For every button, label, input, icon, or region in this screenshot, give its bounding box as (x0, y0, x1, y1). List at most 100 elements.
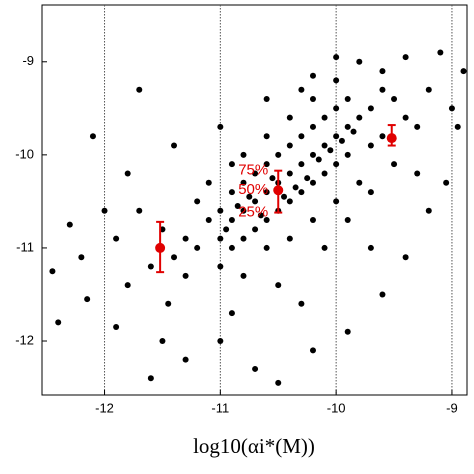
scatter-point (124, 282, 131, 289)
scatter-point (425, 86, 432, 93)
scatter-point (304, 175, 311, 182)
scatter-point (344, 151, 351, 158)
scatter-point (217, 235, 224, 242)
scatter-point (246, 193, 253, 200)
scatter-point (113, 235, 120, 242)
scatter-point (344, 328, 351, 335)
scatter-point (309, 151, 316, 158)
scatter-point (252, 170, 259, 177)
scatter-point (333, 198, 340, 205)
scatter-point (437, 49, 444, 56)
scatter-point (49, 268, 56, 275)
scatter-point (298, 86, 305, 93)
scatter-point (136, 86, 143, 93)
scatter-point (113, 324, 120, 331)
scatter-point (379, 291, 386, 298)
scatter-point (298, 189, 305, 196)
scatter-point (315, 156, 322, 163)
scatter-point (275, 282, 282, 289)
scatter-point (101, 207, 108, 214)
scatter-point (298, 133, 305, 140)
scatter-point (182, 272, 189, 279)
scatter-point (379, 86, 386, 93)
scatter-point (292, 184, 299, 191)
annotation: 50% (238, 181, 268, 198)
scatter-point (194, 198, 201, 205)
scatter-point (286, 170, 293, 177)
scatter-point (333, 77, 340, 84)
scatter-point (321, 170, 328, 177)
scatter-point (263, 189, 270, 196)
scatter-point (66, 221, 73, 228)
scatter-point (217, 263, 224, 270)
scatter-point (321, 114, 328, 121)
scatter-point (217, 207, 224, 214)
scatter-point (252, 226, 259, 233)
scatter-point (402, 54, 409, 61)
scatter-point (171, 142, 178, 149)
scatter-point (228, 310, 235, 317)
scatter-point (379, 133, 386, 140)
scatter-point (147, 375, 154, 382)
scatter-point (263, 244, 270, 251)
scatter-point (356, 58, 363, 65)
scatter-point (159, 338, 166, 345)
scatter-point (223, 226, 230, 233)
scatter-point (344, 96, 351, 103)
scatter-point (402, 114, 409, 121)
scatter-point (333, 133, 340, 140)
scatter-point (205, 217, 212, 224)
scatter-point (391, 161, 398, 168)
scatter-point (309, 217, 316, 224)
scatter-point (171, 254, 178, 261)
scatter-point (217, 338, 224, 345)
scatter-point (228, 244, 235, 251)
scatter-point (147, 263, 154, 270)
scatter-point (448, 105, 455, 112)
scatter-point (356, 114, 363, 121)
scatter-point (263, 133, 270, 140)
scatter-point (402, 254, 409, 261)
scatter-point (367, 189, 374, 196)
scatter-point (286, 198, 293, 205)
scatter-point (454, 123, 461, 130)
scatter-point (275, 151, 282, 158)
y-tick-label: -11 (16, 239, 34, 254)
scatter-point (333, 161, 340, 168)
scatter-point (443, 179, 450, 186)
plot-frame (41, 4, 468, 396)
scatter-point (165, 300, 172, 307)
median-point (155, 242, 166, 253)
annotation: 25% (238, 204, 268, 221)
scatter-point (338, 137, 345, 144)
annotation: 75% (238, 162, 268, 179)
scatter-point (263, 217, 270, 224)
scatter-point (356, 179, 363, 186)
scatter-point (309, 347, 316, 354)
scatter-point (275, 379, 282, 386)
median-point (273, 185, 284, 196)
scatter-point (281, 193, 288, 200)
scatter-point (252, 365, 259, 372)
y-tick-label: -10 (15, 146, 34, 161)
scatter-point (257, 212, 264, 219)
scatter-point (240, 207, 247, 214)
scatter-point (344, 217, 351, 224)
scatter-point (89, 133, 96, 140)
scatter-point (309, 72, 316, 79)
scatter-point (240, 272, 247, 279)
scatter-point (298, 161, 305, 168)
y-tick-label: -9 (22, 53, 34, 68)
scatter-point (344, 123, 351, 130)
scatter-point (55, 319, 62, 326)
scatter-point (367, 142, 374, 149)
scatter-point (379, 68, 386, 75)
scatter-point (240, 151, 247, 158)
x-tick-label: -9 (446, 400, 458, 415)
scatter-point (205, 179, 212, 186)
scatter-point (252, 198, 259, 205)
scatter-point (269, 175, 276, 182)
scatter-point (263, 96, 270, 103)
